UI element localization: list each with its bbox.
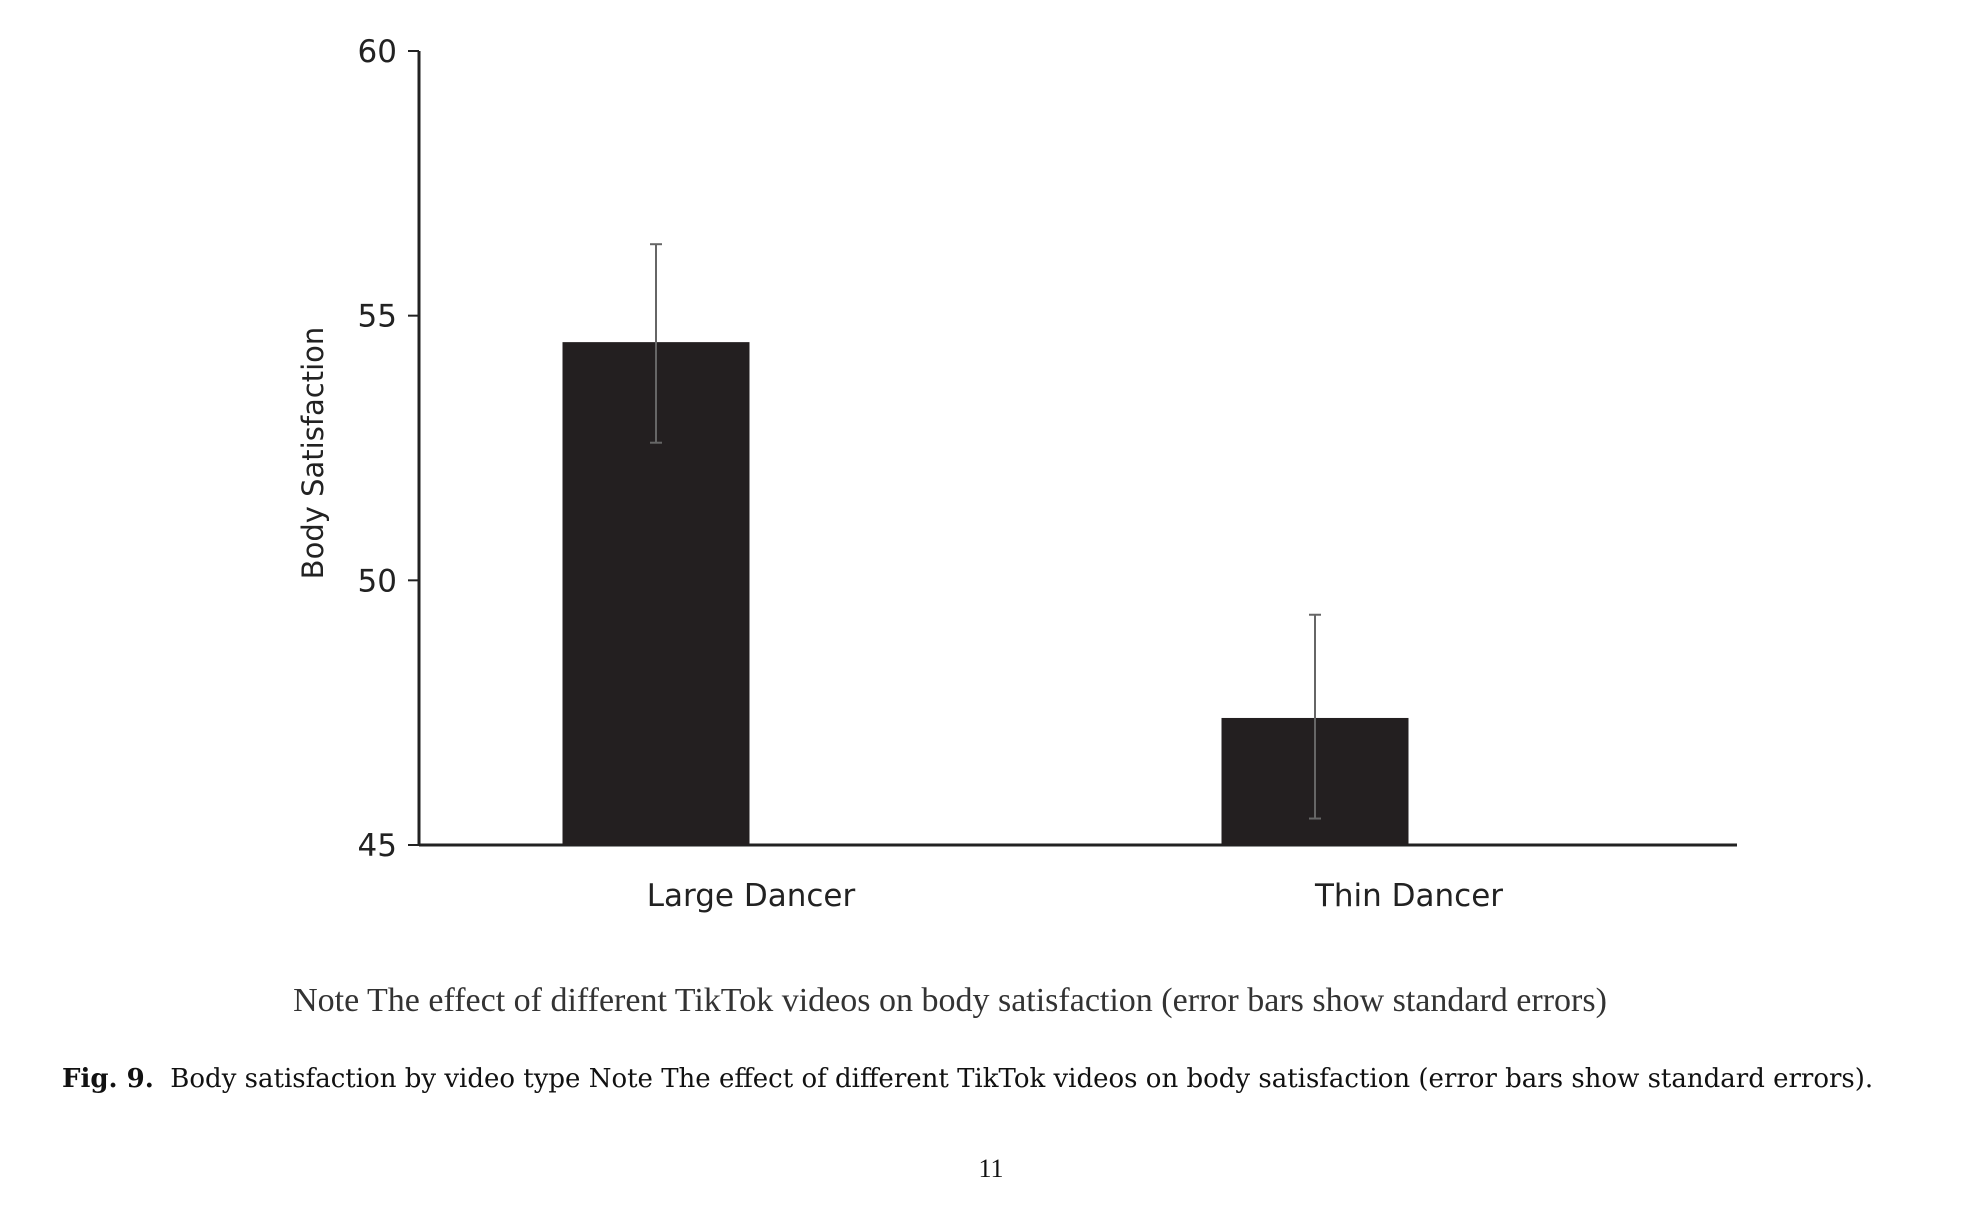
- figure-caption-text: Body satisfaction by video type Note The…: [170, 1064, 1874, 1094]
- page-number: 11: [978, 1154, 1004, 1183]
- y-tick-label: 45: [358, 828, 397, 864]
- x-category-label: Large Dancer: [647, 878, 856, 914]
- y-tick-label: 50: [358, 563, 397, 599]
- x-category-label: Thin Dancer: [1314, 878, 1503, 914]
- figure-label: Fig. 9.: [62, 1064, 154, 1094]
- figure-note: Note The effect of different TikTok vide…: [293, 982, 1607, 1019]
- y-tick-label: 60: [358, 34, 397, 70]
- figure-caption: Fig. 9. Body satisfaction by video type …: [62, 1064, 1873, 1094]
- bar-chart: 45 50 55 60 Body Satisfaction Large Dancer Thi…: [296, 34, 1737, 914]
- y-axis-label: Body Satisfaction: [296, 327, 330, 580]
- y-tick-label: 55: [358, 299, 397, 335]
